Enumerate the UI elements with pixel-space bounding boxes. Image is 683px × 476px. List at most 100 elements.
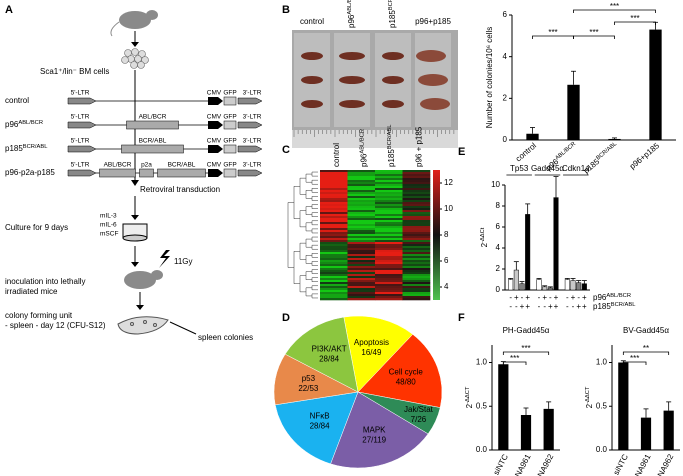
cmv xyxy=(208,97,223,105)
column-label: p185BCR/ABL xyxy=(386,125,396,167)
heatmap-cell xyxy=(402,212,431,215)
heatmap-cell xyxy=(347,184,376,187)
heatmap-cell xyxy=(320,198,348,201)
heatmap-cell xyxy=(347,208,376,211)
heatmap-cell xyxy=(347,286,376,289)
heatmap-cell xyxy=(347,198,376,201)
step-label: inoculation into lethally xyxy=(5,277,86,286)
dendrogram xyxy=(299,177,306,195)
heatmap-cell xyxy=(320,272,348,275)
photo-label: p185BCR/ABL xyxy=(388,0,398,28)
construct-name: p185BCR/ABL xyxy=(5,144,47,154)
construct-name-base: p96-p2a-p185 xyxy=(5,168,55,177)
heatmap-cell xyxy=(402,190,431,193)
heatmap-cell xyxy=(347,280,376,283)
heatmap-cell xyxy=(375,190,403,193)
bar xyxy=(567,84,580,140)
y-axis-label: 2-ΔΔCT xyxy=(465,386,475,408)
pie-slice xyxy=(343,315,414,393)
heatmap-cell xyxy=(402,282,431,285)
heatmap-cell xyxy=(375,212,403,215)
treatment-sign: + xyxy=(554,302,559,311)
dendrogram xyxy=(311,261,318,266)
slice-sublabel: 28/84 xyxy=(319,355,340,364)
heatmap-cell xyxy=(375,222,403,225)
dendrogram xyxy=(311,253,318,258)
photo-label: p96+p185 xyxy=(415,17,451,26)
ltr xyxy=(237,169,263,177)
heatmap-cell xyxy=(347,272,376,275)
gene-label: Tp53 xyxy=(510,164,529,173)
y-axis-label-base: 2 xyxy=(480,242,489,247)
significance-label: *** xyxy=(589,28,598,37)
heatmap-cell xyxy=(402,238,431,241)
heatmap-cell xyxy=(320,222,348,225)
ltr xyxy=(237,145,263,153)
heatmap-cell xyxy=(402,200,431,203)
heatmap-cell xyxy=(320,218,348,221)
heatmap-cell xyxy=(320,170,348,173)
part-label: 5'-LTR xyxy=(71,90,90,97)
heatmap-cell xyxy=(402,278,431,281)
cells-label: Sca1⁺/lin⁻ BM cells xyxy=(40,67,109,76)
slice-label: p53 xyxy=(302,374,316,383)
part-label: 5'-LTR xyxy=(71,114,90,121)
heatmap-cell xyxy=(347,256,376,259)
treatment-sign: - xyxy=(566,302,569,311)
heatmap-cell xyxy=(347,222,376,225)
heatmap-cell xyxy=(375,258,403,261)
y-axis-label: Number of colonies/10⁶ cells xyxy=(485,27,494,129)
heatmap-cell xyxy=(347,210,376,213)
heatmap-cell xyxy=(402,246,431,249)
heatmap-cell xyxy=(402,222,431,225)
heatmap-cell xyxy=(375,188,403,191)
heatmap-cell xyxy=(320,284,348,287)
heatmap-cell xyxy=(320,192,348,195)
bar xyxy=(618,362,629,450)
bar xyxy=(547,287,553,291)
treatment-sign: + xyxy=(525,302,530,311)
heatmap-cell xyxy=(402,262,431,265)
dendrogram xyxy=(311,285,318,291)
heatmap-cell xyxy=(402,178,431,181)
heatmap-cell xyxy=(347,206,376,209)
heatmap-cell xyxy=(320,234,348,237)
culture-dish xyxy=(122,223,148,242)
heatmap-cell xyxy=(375,226,403,229)
bar xyxy=(498,364,509,450)
heatmap-cell xyxy=(347,276,376,279)
slice-label: Apoptosis xyxy=(354,338,389,347)
pie-slice xyxy=(357,334,443,408)
slice-label: MAPK xyxy=(363,425,386,434)
gene-box xyxy=(157,168,206,178)
column-label-base: p185 xyxy=(387,149,396,167)
heatmap-cell xyxy=(347,220,376,223)
irradiation: 11Gy xyxy=(174,257,193,266)
gfp xyxy=(223,144,237,154)
heatmap-cell xyxy=(375,180,403,183)
heatmap-cell xyxy=(375,194,403,197)
heatmap-cell xyxy=(402,192,431,195)
heatmap-cell xyxy=(320,224,348,227)
y-tick-label: 0.5 xyxy=(476,401,488,410)
y-tick-label: 2 xyxy=(503,93,508,102)
slice-label: PI3K/AKT xyxy=(312,345,347,354)
dendrogram xyxy=(299,275,306,293)
heatmap-cell xyxy=(320,214,348,217)
heatmap-cell xyxy=(402,204,431,207)
significance-label: *** xyxy=(630,354,639,363)
heatmap-cell xyxy=(402,236,431,239)
column-label: p96ABL/BCR xyxy=(359,129,369,167)
heatmap-cell xyxy=(320,194,348,197)
heatmap-cell xyxy=(347,292,376,295)
y-tick-label: 0.0 xyxy=(476,445,488,454)
photo-label-base: p185 xyxy=(388,10,397,28)
part-label: CMV xyxy=(207,90,222,97)
y-tick-label: 1.0 xyxy=(476,358,488,367)
cmv xyxy=(208,169,223,177)
dendrogram xyxy=(287,202,294,268)
panel-label: F xyxy=(458,312,465,324)
heatmap-cell xyxy=(375,210,403,213)
heatmap-cell xyxy=(402,234,431,237)
treatment-sign: + xyxy=(542,293,547,302)
